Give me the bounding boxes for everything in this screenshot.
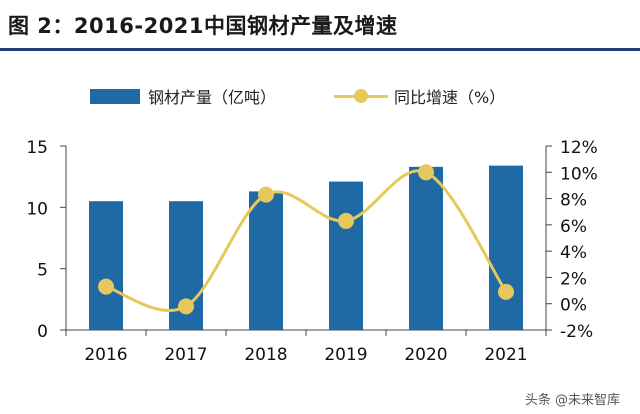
left-axis-tick-label: 5	[37, 261, 48, 281]
right-axis-tick-label: 6%	[560, 217, 587, 237]
growth-point-2020	[418, 164, 434, 181]
x-axis-label: 2017	[164, 345, 207, 365]
right-axis-tick-label: 12%	[560, 138, 598, 158]
legend-line-swatch	[334, 89, 389, 103]
x-axis-label: 2016	[84, 345, 127, 365]
legend-bar-label: 钢材产量（亿吨）	[148, 88, 277, 107]
growth-point-2021	[498, 283, 514, 300]
watermark: 头条 @未来智库	[524, 393, 620, 408]
right-axis-tick-label: 4%	[560, 243, 587, 263]
growth-point-2019	[338, 212, 354, 229]
x-axis-label: 2020	[404, 345, 447, 365]
chart-legend: 钢材产量（亿吨） 同比增速（%）	[90, 84, 505, 108]
figure-title: 图 2：2016-2021中国钢材产量及增速	[8, 14, 398, 38]
left-axis-tick-label: 10	[26, 199, 48, 219]
bar-2021	[489, 165, 523, 330]
left-axis-tick-label: 0	[37, 322, 48, 342]
x-axis-label: 2018	[244, 345, 287, 365]
legend-line-label: 同比增速（%）	[394, 88, 506, 107]
title-underline	[0, 48, 640, 51]
left-axis-tick-label: 15	[26, 138, 48, 158]
right-axis-tick-label: 10%	[560, 164, 598, 184]
x-axis-label: 2019	[324, 345, 367, 365]
growth-point-2016	[98, 278, 114, 295]
right-axis-tick-label: -2%	[560, 322, 593, 342]
bar-2018	[249, 191, 283, 330]
right-axis-tick-label: 8%	[560, 191, 587, 211]
right-axis-tick-label: 0%	[560, 296, 587, 316]
bar-2016	[89, 201, 123, 330]
growth-rate-line	[105, 169, 508, 312]
bar-2019	[329, 181, 363, 330]
bar-2020	[409, 166, 443, 330]
right-axis-tick-label: 2%	[560, 269, 587, 289]
growth-point-2018	[258, 186, 274, 203]
x-axis-label: 2021	[484, 345, 527, 365]
legend-bar-swatch	[90, 88, 140, 104]
growth-point-2017	[178, 298, 194, 315]
